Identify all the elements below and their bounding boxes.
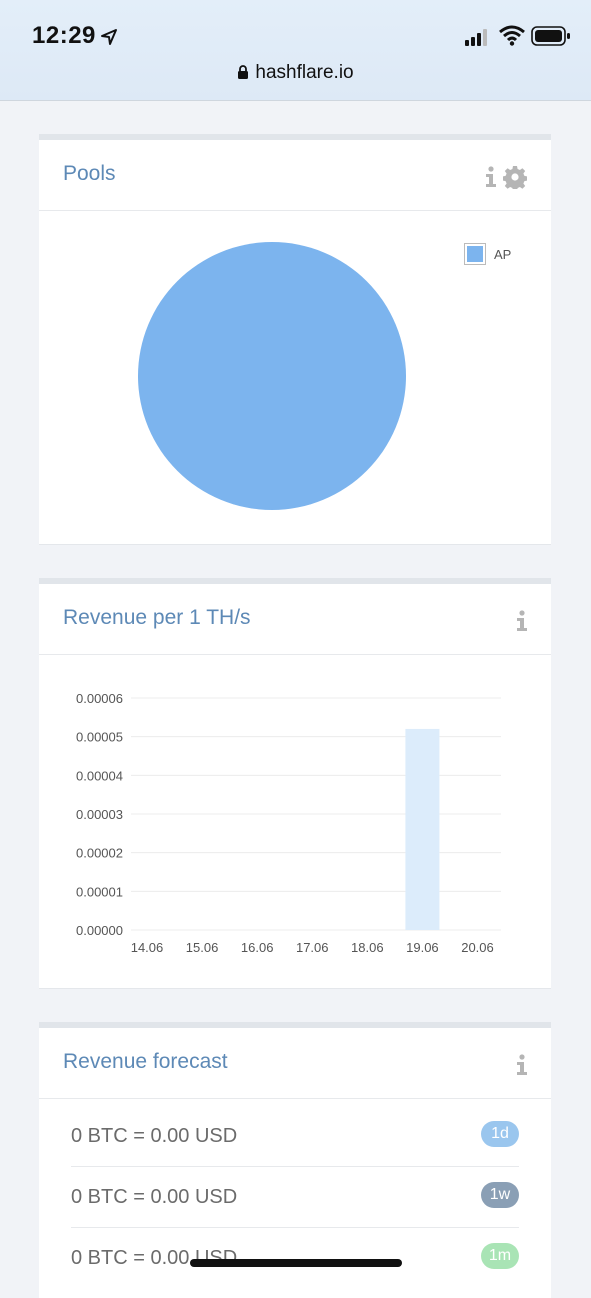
x-tick-label: 20.06 (461, 940, 494, 955)
x-tick-label: 14.06 (131, 940, 164, 955)
y-tick-label: 0.00001 (76, 884, 123, 899)
home-indicator[interactable] (190, 1259, 402, 1267)
info-icon[interactable] (485, 166, 497, 188)
legend-swatch-ap[interactable] (464, 243, 486, 265)
y-tick-label: 0.00004 (76, 768, 123, 783)
pools-title: Pools (63, 162, 116, 185)
x-tick-label: 15.06 (186, 940, 219, 955)
forecast-card-header: Revenue forecast (39, 1028, 551, 1099)
info-icon[interactable] (516, 1054, 528, 1076)
wifi-icon (499, 25, 525, 46)
y-tick-label: 0.00005 (76, 730, 123, 745)
revenue-card-header: Revenue per 1 TH/s (39, 584, 551, 655)
url-text: hashflare.io (255, 62, 354, 83)
forecast-row: 0 BTC = 0.00 USD 1m (71, 1227, 519, 1288)
x-tick-label: 18.06 (351, 940, 384, 955)
pie-legend: AP (464, 243, 512, 265)
browser-top-bar: 12:29 hashflare.io (0, 0, 591, 101)
battery-icon (531, 26, 570, 46)
pie-slice-ap[interactable] (138, 242, 406, 510)
cellular-signal-icon (465, 29, 487, 46)
forecast-card: Revenue forecast 0 BTC = 0.00 USD 1d 0 B… (39, 1022, 551, 1298)
x-tick-label: 19.06 (406, 940, 439, 955)
period-badge-1w[interactable]: 1w (481, 1182, 519, 1208)
legend-label-ap: AP (494, 246, 512, 262)
address-bar[interactable]: hashflare.io (0, 62, 591, 84)
forecast-title: Revenue forecast (63, 1050, 228, 1073)
revenue-bar-chart: 0.00000 0.00001 0.00002 0.00003 0.00004 0.000… (76, 691, 501, 955)
y-tick-label: 0.00006 (76, 691, 123, 706)
period-badge-1m[interactable]: 1m (481, 1243, 519, 1269)
lock-icon (238, 65, 249, 79)
pools-card-header: Pools (39, 140, 551, 211)
revenue-card: Revenue per 1 TH/s 0.00000 0.00001 0.00002… (39, 578, 551, 988)
gear-icon[interactable] (503, 165, 527, 189)
status-time: 12:29 (32, 22, 96, 49)
y-tick-label: 0.00002 (76, 846, 123, 861)
y-tick-label: 0.00000 (76, 923, 123, 938)
revenue-title: Revenue per 1 TH/s (63, 606, 251, 629)
location-arrow-icon (101, 29, 117, 45)
forecast-row: 0 BTC = 0.00 USD 1d (71, 1105, 519, 1167)
forecast-value: 0 BTC = 0.00 USD (71, 1186, 238, 1208)
pools-pie-chart (138, 242, 406, 510)
bar-19.06[interactable] (405, 728, 440, 930)
period-badge-1d[interactable]: 1d (481, 1121, 519, 1147)
y-tick-label: 0.00003 (76, 807, 123, 822)
forecast-row: 0 BTC = 0.00 USD 1w (71, 1166, 519, 1228)
x-tick-label: 17.06 (296, 940, 329, 955)
x-tick-label: 16.06 (241, 940, 274, 955)
info-icon[interactable] (516, 610, 528, 632)
forecast-value: 0 BTC = 0.00 USD (71, 1125, 238, 1147)
pools-card: Pools AP (39, 134, 551, 544)
